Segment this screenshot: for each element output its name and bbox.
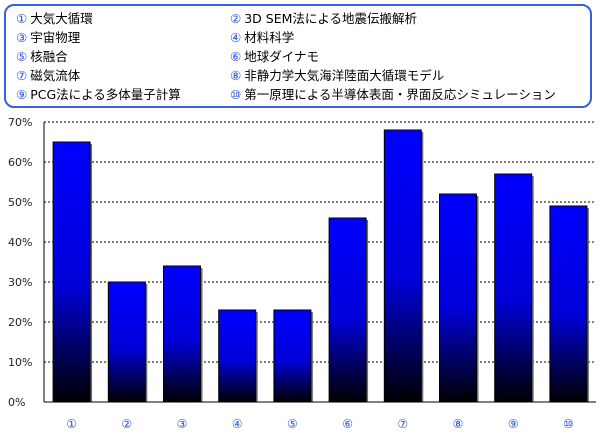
x-category-label: ① <box>66 417 77 431</box>
legend-item-5: ⑤ 核融合 <box>16 48 68 66</box>
y-tick-label: 70% <box>8 116 32 129</box>
legend-num: ⑧ <box>230 68 242 83</box>
bar <box>328 217 367 403</box>
bar <box>107 281 146 403</box>
legend-num: ① <box>16 11 28 26</box>
x-category-label: ⑤ <box>287 417 298 431</box>
bar <box>494 173 533 403</box>
bar <box>52 141 91 403</box>
bar <box>218 309 257 403</box>
legend-num: ④ <box>230 30 242 45</box>
legend-item-3: ③ 宇宙物理 <box>16 29 80 47</box>
bar <box>273 309 312 403</box>
legend-num: ⑤ <box>16 49 28 64</box>
legend-num: ⑦ <box>16 68 28 83</box>
axes <box>43 122 596 403</box>
bar <box>439 193 477 403</box>
legend-item-7: ⑦ 磁気流体 <box>16 67 80 85</box>
y-tick-label: 30% <box>8 276 32 289</box>
legend-label: 宇宙物理 <box>30 30 81 45</box>
x-category-label: ⑩ <box>563 417 574 431</box>
legend-label: PCG法による多体量子計算 <box>30 87 181 102</box>
y-tick-label: 20% <box>8 316 32 329</box>
bars <box>52 129 589 403</box>
legend-label: 磁気流体 <box>30 68 81 83</box>
y-tick-labels: 0% 10% 20% 30% 40% 50% 60% 70% <box>8 116 32 409</box>
legend-item-2: ② 3D SEM法による地震伝搬解析 <box>230 10 417 28</box>
legend-num: ⑨ <box>16 87 28 102</box>
legend-label: 3D SEM法による地震伝搬解析 <box>244 11 418 26</box>
x-category-label: ⑥ <box>342 417 353 431</box>
y-tick-label: 40% <box>8 236 32 249</box>
legend-item-8: ⑧ 非静力学大気海洋陸面大循環モデル <box>230 67 444 85</box>
legend-label: 材料科学 <box>244 30 295 45</box>
x-category-label: ⑦ <box>397 417 408 431</box>
legend-label: 第一原理による半導体表面・界面反応シミュレーション <box>244 87 556 102</box>
legend-item-10: ⑩ 第一原理による半導体表面・界面反応シミュレーション <box>230 86 556 104</box>
y-tick-label: 0% <box>8 396 25 409</box>
legend-box: ① 大気大循環 ② 3D SEM法による地震伝搬解析 ③ 宇宙物理 ④ 材料科学 ⑤ 核融… <box>4 4 592 108</box>
x-category-label: ⑧ <box>453 417 464 431</box>
x-category-label: ③ <box>177 417 188 431</box>
legend-label: 地球ダイナモ <box>244 49 319 64</box>
y-tick-label: 60% <box>8 156 32 169</box>
legend-item-6: ⑥ 地球ダイナモ <box>230 48 319 66</box>
legend-item-9: ⑨ PCG法による多体量子計算 <box>16 86 181 104</box>
x-category-label: ⑨ <box>508 417 519 431</box>
x-category-label: ④ <box>232 417 243 431</box>
bar <box>163 265 201 403</box>
y-tick-label: 10% <box>8 356 32 369</box>
legend-num: ③ <box>16 30 28 45</box>
legend-num: ⑥ <box>230 49 242 64</box>
y-tick-label: 50% <box>8 196 32 209</box>
legend-num: ② <box>230 11 242 26</box>
bar <box>549 205 588 403</box>
legend-label: 大気大循環 <box>30 11 93 26</box>
bar <box>383 129 422 403</box>
x-category-label: ② <box>121 417 132 431</box>
legend-item-4: ④ 材料科学 <box>230 29 294 47</box>
legend-label: 核融合 <box>30 49 68 64</box>
legend-item-1: ① 大気大循環 <box>16 10 93 28</box>
x-category-labels: ① ② ③ ④ ⑤ ⑥ ⑦ ⑧ ⑨ ⑩ <box>66 417 574 431</box>
legend-label: 非静力学大気海洋陸面大循環モデル <box>244 68 445 83</box>
bar-chart: 0% 10% 20% 30% 40% 50% 60% 70% ① ② ③ ④ ⑤ ⑥ ⑦ ⑧ ⑨ ⑩ <box>8 116 596 431</box>
legend-num: ⑩ <box>230 87 242 102</box>
